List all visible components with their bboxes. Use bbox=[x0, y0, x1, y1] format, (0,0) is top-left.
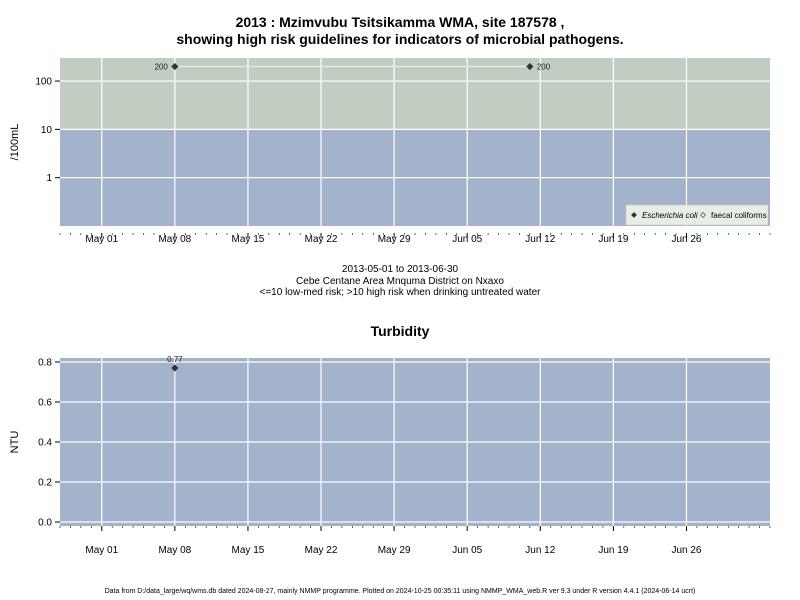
legend-ecoli-marker bbox=[631, 212, 637, 218]
turbidity-xtick-label: May 29 bbox=[378, 545, 411, 556]
turbidity-title: Turbidity bbox=[370, 323, 430, 339]
chart-title-line2: showing high risk guidelines for indicat… bbox=[176, 31, 624, 47]
microbial-data-label: 200 bbox=[154, 63, 168, 72]
turbidity-ytick-label: 0.4 bbox=[38, 438, 52, 449]
microbial-y-axis-label: /100mL bbox=[9, 124, 21, 161]
turbidity-ytick-label: 0.0 bbox=[38, 518, 52, 529]
turbidity-y-axis-label: NTU bbox=[9, 431, 21, 454]
microbial-xtick-label: Jun 19 bbox=[598, 234, 628, 245]
turbidity-xtick-label: Jun 05 bbox=[452, 545, 482, 556]
microbial-xtick-label: Jun 12 bbox=[525, 234, 555, 245]
microbial-xtick-label: Jun 26 bbox=[671, 234, 701, 245]
microbial-ytick-label: 1 bbox=[46, 173, 52, 184]
risk-guideline-note: <=10 low-med risk; >10 high risk when dr… bbox=[259, 287, 541, 298]
microbial-risk-band-1 bbox=[60, 58, 770, 130]
turbidity-ytick-label: 0.8 bbox=[38, 358, 52, 369]
turbidity-data-label: 0.77 bbox=[167, 355, 183, 364]
chart-title-line1: 2013 : Mzimvubu Tsitsikamma WMA, site 18… bbox=[235, 14, 565, 30]
microbial-xtick-label: Jun 05 bbox=[452, 234, 482, 245]
microbial-xtick-label: May 15 bbox=[232, 234, 265, 245]
turbidity-ytick-label: 0.6 bbox=[38, 398, 52, 409]
microbial-ytick-label: 10 bbox=[41, 125, 53, 136]
legend-faecal-label: faecal coliforms bbox=[711, 211, 767, 220]
microbial-data-point bbox=[526, 62, 534, 71]
microbial-xtick-label: May 01 bbox=[85, 234, 118, 245]
date-range: 2013-05-01 to 2013-06-30 bbox=[341, 264, 459, 275]
microbial-data-point bbox=[171, 62, 179, 71]
microbial-xtick-label: May 08 bbox=[158, 234, 191, 245]
turbidity-data-point bbox=[171, 364, 179, 372]
legend-faecal-marker bbox=[700, 212, 706, 218]
turbidity-xtick-label: May 15 bbox=[232, 545, 265, 556]
microbial-xtick-label: May 22 bbox=[305, 234, 338, 245]
turbidity-xtick-label: Jun 19 bbox=[598, 545, 628, 556]
data-source-footer: Data from D:/data_large/wq/wms.db dated … bbox=[104, 588, 696, 595]
turbidity-ytick-label: 0.2 bbox=[38, 478, 52, 489]
turbidity-xtick-label: Jun 12 bbox=[525, 545, 555, 556]
microbial-xtick-label: May 29 bbox=[378, 234, 411, 245]
turbidity-xtick-label: May 08 bbox=[158, 545, 191, 556]
legend-box bbox=[625, 204, 769, 226]
microbial-data-label: 200 bbox=[537, 63, 551, 72]
legend-ecoli-label: Escherichia coli bbox=[642, 211, 698, 220]
site-description: Cebe Centane Area Mnquma District on Nxa… bbox=[296, 276, 504, 287]
turbidity-xtick-label: Jun 26 bbox=[671, 545, 701, 556]
turbidity-xtick-label: May 01 bbox=[85, 545, 118, 556]
turbidity-xtick-label: May 22 bbox=[305, 545, 338, 556]
microbial-ytick-label: 100 bbox=[35, 77, 52, 88]
